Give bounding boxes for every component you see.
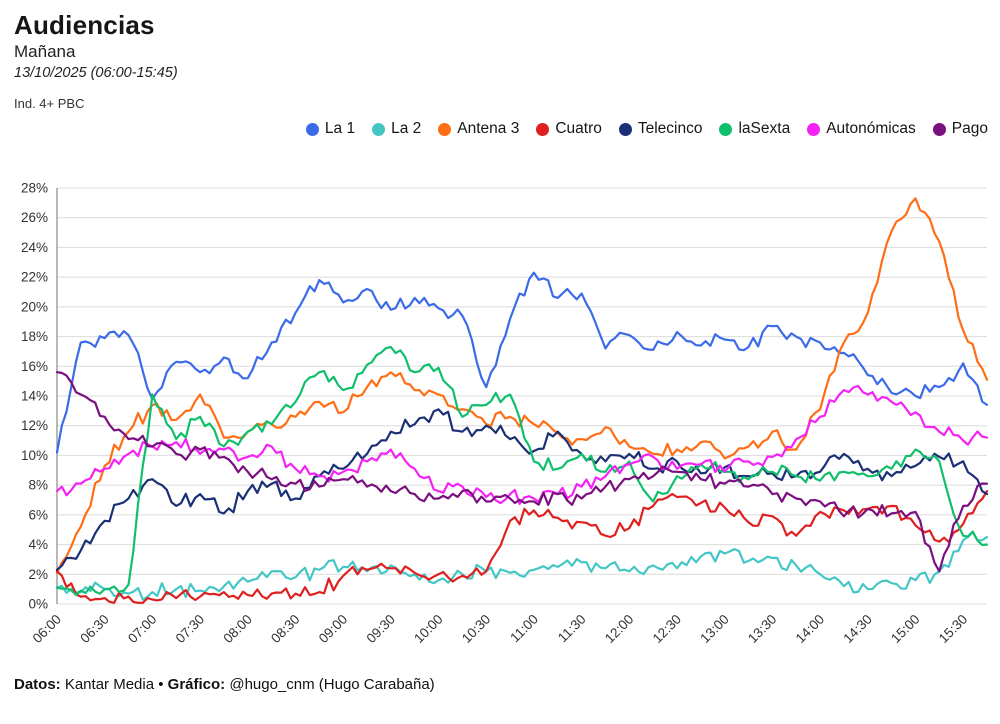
line-chart: 0% 2% 4% 6% 8% 10% 12% 14% 16% 18% 20% 22% 24% 26% 28%… (21, 181, 989, 647)
chart-legend: La 1 La 2 Antena 3 Cuatro Telecinco laSexta Au… (0, 116, 1000, 142)
y-tick-label: 6% (28, 507, 48, 522)
legend-dot (536, 122, 550, 136)
x-tick-label: 07:00 (125, 612, 160, 647)
y-tick-label: 12% (21, 418, 48, 433)
legend-item-auton-micas: Autonómicas (807, 120, 916, 138)
x-tick-label: 11:00 (507, 612, 541, 646)
y-tick-label: 10% (21, 448, 48, 463)
x-tick-label: 09:00 (316, 612, 351, 647)
legend-label: Cuatro (555, 120, 602, 137)
legend-label: Antena 3 (457, 120, 520, 137)
date-range: 13/10/2025 (06:00-15:45) (14, 65, 178, 81)
series-line-cuatro (55, 490, 989, 604)
series-line-la-1 (55, 271, 989, 454)
footer-credits: Datos: Kantar Media • Gráfico: @hugo_cnm… (0, 676, 1000, 693)
footer-separator: • (158, 676, 168, 693)
y-tick-label: 8% (28, 478, 48, 493)
series-line-lasexta (55, 345, 989, 597)
legend-dot (932, 122, 946, 136)
y-tick-label: 0% (28, 597, 48, 612)
y-tick-label: 26% (21, 210, 48, 225)
x-tick-label: 12:30 (650, 612, 685, 647)
y-tick-label: 24% (21, 240, 48, 255)
legend-label: Pago (951, 120, 988, 137)
x-tick-label: 14:00 (793, 612, 828, 647)
legend-item-antena-3: Antena 3 (438, 120, 519, 138)
legend-dot (719, 122, 733, 136)
legend-dot (807, 122, 821, 136)
legend-dot (372, 122, 386, 136)
y-tick-label: 20% (21, 299, 48, 314)
x-tick-label: 06:30 (77, 612, 112, 647)
y-tick-label: 22% (21, 270, 48, 285)
legend-label: La 2 (391, 120, 422, 137)
x-tick-label: 10:30 (459, 612, 494, 647)
x-tick-label: 09:30 (363, 612, 398, 647)
datos-value: Kantar Media (60, 676, 159, 693)
x-tick-label: 13:00 (697, 612, 732, 647)
legend-label: Autonómicas (826, 120, 916, 137)
series-line-la-2 (55, 531, 989, 601)
legend-dot (438, 122, 452, 136)
legend-label: Telecinco (637, 120, 703, 137)
x-tick-label: 12:00 (602, 612, 637, 647)
x-tick-label: 15:30 (936, 612, 971, 647)
plot-lines (55, 197, 989, 604)
x-tick-label: 07:30 (173, 612, 208, 647)
series-line-telecinco (55, 408, 989, 571)
legend-item-la-2: La 2 (372, 120, 421, 138)
y-tick-label: 18% (21, 329, 48, 344)
datos-label: Datos: (14, 676, 61, 693)
series-line-antena-3 (55, 197, 989, 574)
page-subtitle: Mañana (14, 42, 76, 61)
gridlines (57, 187, 987, 605)
y-axis-labels: 0% 2% 4% 6% 8% 10% 12% 14% 16% 18% 20% 22% 24% 26% 28% (21, 181, 48, 612)
x-tick-label: 08:30 (268, 612, 303, 647)
x-tick-label: 06:00 (30, 612, 65, 647)
legend-label: laSexta (738, 120, 791, 137)
y-tick-label: 14% (21, 389, 48, 404)
universe-note: Ind. 4+ PBC (14, 96, 85, 111)
legend-item-telecinco: Telecinco (618, 120, 703, 138)
legend-dot (618, 122, 632, 136)
legend-item-pago: Pago (932, 120, 988, 138)
x-tick-label: 10:00 (411, 612, 446, 647)
legend-item-cuatro: Cuatro (536, 120, 602, 138)
y-tick-label: 28% (21, 181, 48, 196)
series-line-pago (55, 371, 989, 573)
legend-item-lasexta: laSexta (719, 120, 790, 138)
x-axis-labels: 06:00 06:30 07:00 07:30 08:00 08:30 09:00 09:30… (30, 612, 971, 647)
y-tick-label: 4% (28, 537, 48, 552)
y-tick-label: 2% (28, 567, 48, 582)
legend-label: La 1 (324, 120, 356, 137)
header: Audiencias Mañana 13/10/2025 (06:00-15:4… (0, 0, 1000, 112)
legend-dot (305, 122, 319, 136)
page-title: Audiencias (14, 10, 155, 40)
x-tick-label: 14:30 (840, 612, 875, 647)
grafico-label: Gráfico: (167, 676, 226, 693)
x-tick-label: 13:30 (745, 612, 780, 647)
chart-area: 0% 2% 4% 6% 8% 10% 12% 14% 16% 18% 20% 22% 24% 26% 28%… (0, 142, 1000, 672)
legend-item-la-1: La 1 (305, 120, 356, 138)
y-tick-label: 16% (21, 359, 48, 374)
x-tick-label: 11:30 (555, 612, 589, 646)
x-tick-label: 15:00 (888, 612, 923, 647)
x-tick-label: 08:00 (220, 612, 255, 647)
grafico-value: @hugo_cnm (Hugo Carabaña) (225, 676, 435, 693)
